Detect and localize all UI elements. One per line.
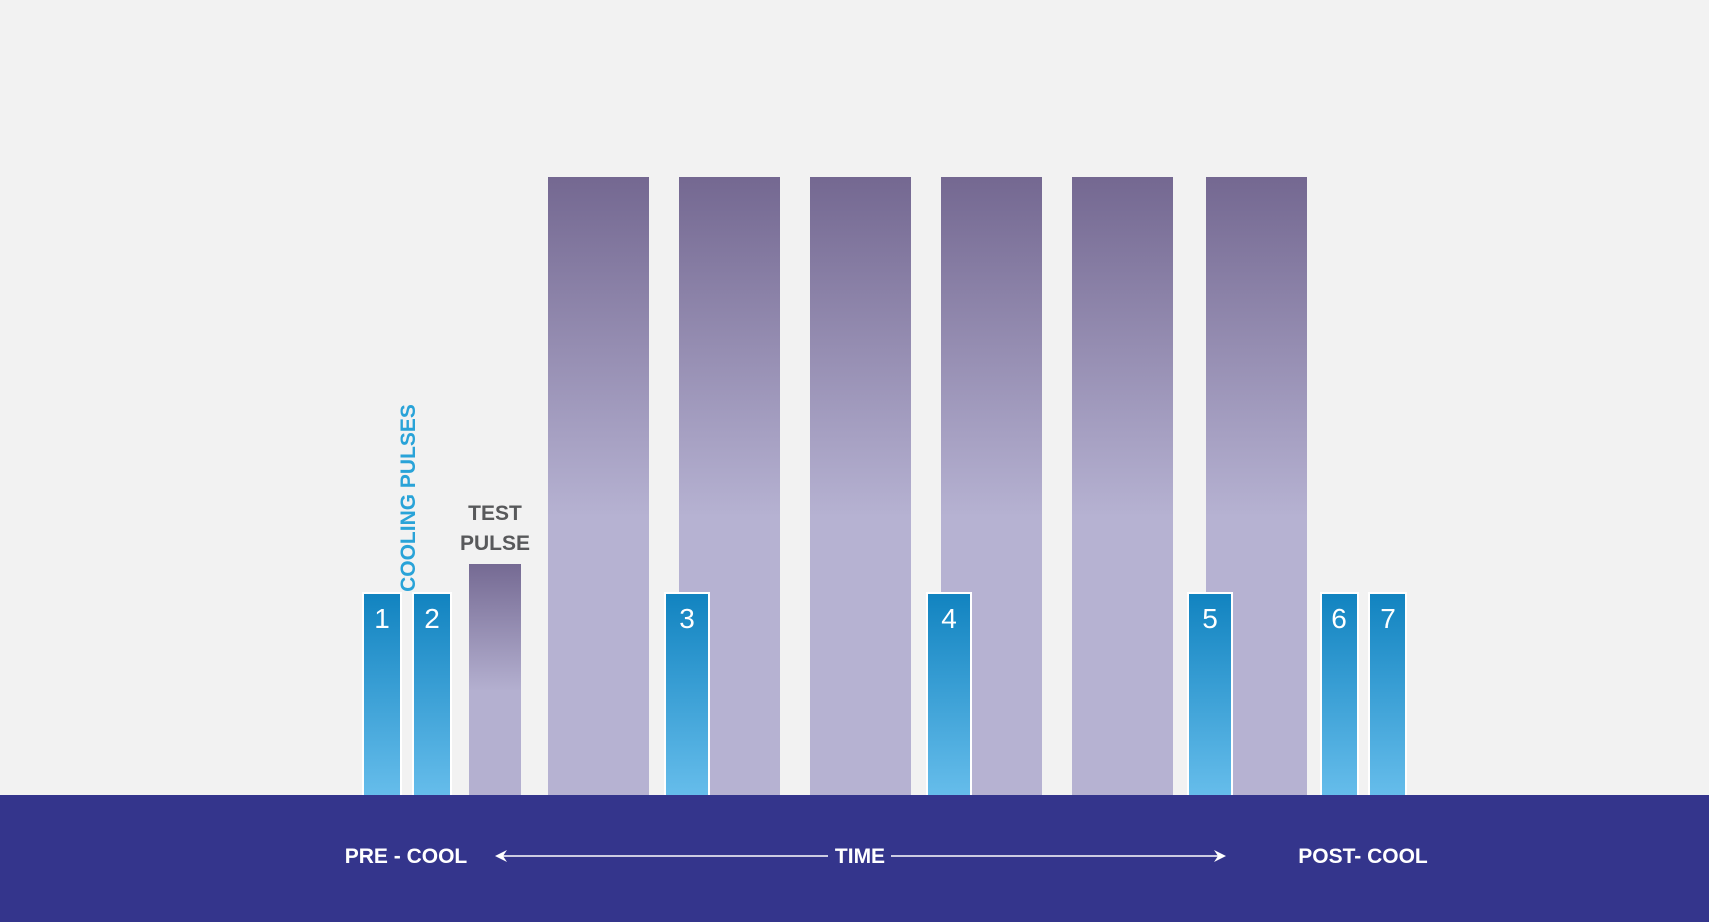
cooling-pulse-5: 5 xyxy=(1187,592,1233,797)
post-cool-label: POST- COOL xyxy=(1298,845,1428,868)
cooling-pulse-bar xyxy=(1187,592,1233,797)
cooling-pulse-bar xyxy=(1320,592,1359,797)
cooling-pulse-bar xyxy=(664,592,710,797)
cooling-pulse-7: 7 xyxy=(1368,592,1407,797)
cooling-pulses-label: COOLING PULSES xyxy=(397,404,420,592)
cooling-pulse-bar xyxy=(362,592,402,797)
cooling-pulse-3: 3 xyxy=(664,592,710,797)
cooling-pulse-number: 6 xyxy=(1331,603,1347,634)
cooling-pulse-bar xyxy=(926,592,972,797)
cooling-pulse-1: 1 xyxy=(362,592,402,797)
test-pulse-bar xyxy=(469,564,521,796)
cooling-pulse-number: 5 xyxy=(1202,603,1218,634)
cooling-pulse-number: 3 xyxy=(679,603,695,634)
treatment-pulse xyxy=(548,177,649,796)
test-pulse-label-line2: PULSE xyxy=(460,532,530,555)
cooling-pulse-number: 2 xyxy=(424,603,440,634)
treatment-pulse xyxy=(1072,177,1173,796)
cooling-pulse-6: 6 xyxy=(1320,592,1359,797)
cooling-pulse-bar xyxy=(1368,592,1407,797)
test-pulse-label-line1: TEST xyxy=(468,502,522,525)
cooling-pulse-number: 4 xyxy=(941,603,957,634)
treatment-pulse xyxy=(810,177,911,796)
cooling-pulse-4: 4 xyxy=(926,592,972,797)
timeline-band xyxy=(0,795,1709,922)
time-label: TIME xyxy=(835,845,885,868)
cooling-pulse-2: 2 xyxy=(412,592,452,797)
cooling-pulse-number: 1 xyxy=(374,603,390,634)
cooling-pulses: 1 2 3 4 5 6 7 xyxy=(362,592,1407,797)
pre-cool-label: PRE - COOL xyxy=(345,845,468,868)
cooling-pulse-bar xyxy=(412,592,452,797)
cooling-pulse-number: 7 xyxy=(1380,603,1396,634)
